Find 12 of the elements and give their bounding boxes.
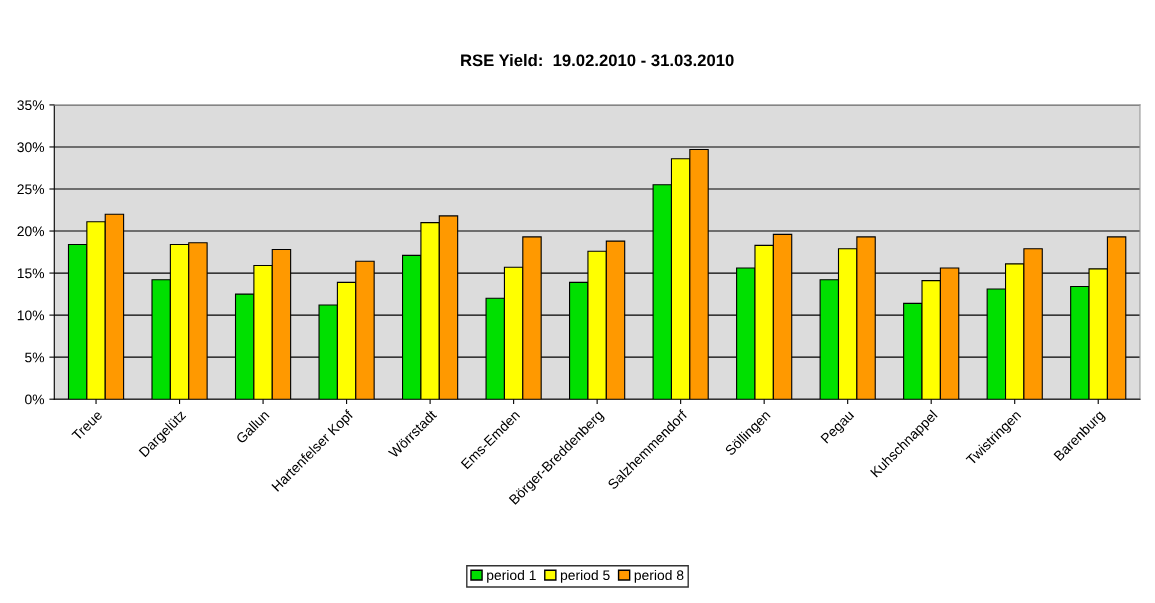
y-tick-label: 5%: [25, 352, 45, 363]
y-tick-label: 10%: [17, 310, 45, 321]
y-tick-label: 15%: [17, 268, 45, 279]
legend-label: period 5: [560, 569, 610, 583]
y-tick-label: 30%: [17, 142, 45, 153]
y-tick-label: 20%: [17, 226, 45, 237]
y-tick-label: 35%: [17, 100, 45, 111]
y-tick-label: 25%: [17, 184, 45, 195]
y-tick-label: 0%: [25, 394, 45, 405]
legend-label: period 8: [634, 569, 684, 583]
legend-label: period 1: [487, 569, 536, 583]
chart-title: RSE Yield: 19.02.2010 - 31.03.2010: [461, 53, 734, 67]
